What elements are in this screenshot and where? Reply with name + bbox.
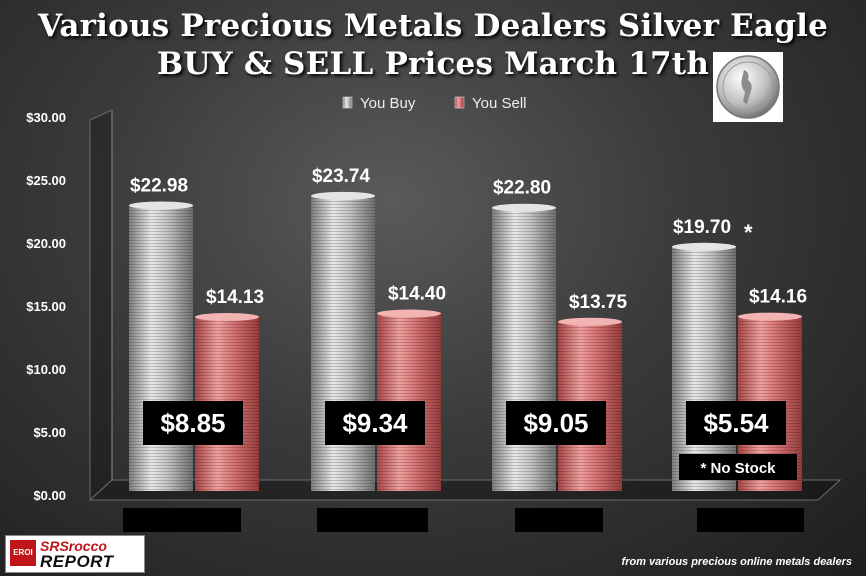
bar-top-cap xyxy=(195,312,259,321)
spread-value: $8.85 xyxy=(160,408,225,438)
chart-title-line2: BUY & SELL Prices March 17th xyxy=(156,46,710,82)
bar-top-cap xyxy=(672,242,736,251)
spread-box xyxy=(143,401,243,445)
silver-eagle-coin-icon xyxy=(713,52,783,122)
data-label: $14.16 xyxy=(749,287,807,308)
y-tick-label: $20.00 xyxy=(26,236,66,251)
value-labels-group: $22.98 $14.13 $23.74 $14.40 $22.80 $13.75 $19.… xyxy=(130,166,807,313)
bar-top-cap xyxy=(377,309,441,318)
bar-texture xyxy=(492,207,556,491)
y-tick-label: $15.00 xyxy=(26,299,66,314)
y-tick-label: $30.00 xyxy=(26,110,66,125)
spread-value: $9.34 xyxy=(342,408,408,438)
legend-label-sell: You Sell xyxy=(472,95,527,112)
bar-top-cap xyxy=(492,203,556,212)
logo-line2: REPORT xyxy=(40,552,114,571)
legend: You Buy You Sell xyxy=(342,95,527,112)
y-tick-label: $25.00 xyxy=(26,173,66,188)
no-stock-note: * No Stock xyxy=(679,454,797,480)
no-stock-text: * No Stock xyxy=(700,460,776,477)
legend-swatch-sell xyxy=(454,96,465,109)
source-note: from various precious online metals deal… xyxy=(621,556,852,568)
spread-box xyxy=(686,401,786,445)
bar-top-cap xyxy=(129,201,193,210)
srsrocco-report-logo: EROI SRSrocco REPORT xyxy=(5,535,145,573)
plot-frame xyxy=(88,109,842,502)
data-label: $14.40 xyxy=(388,284,446,305)
category-label-box xyxy=(697,508,804,532)
bar-texture xyxy=(311,195,375,491)
data-label: $23.74 xyxy=(312,166,371,187)
y-tick-label: $10.00 xyxy=(26,362,66,377)
bar-top-cap xyxy=(311,191,375,200)
chart-title-line1: Various Precious Metals Dealers Silver E… xyxy=(37,8,829,44)
category-label-box xyxy=(515,508,603,532)
spread-boxes-group: $8.85 $9.34 $9.05 $5.54 xyxy=(143,401,786,445)
bar-texture xyxy=(129,205,193,491)
spread-box xyxy=(325,401,425,445)
asterisk-mark: * xyxy=(744,220,753,245)
spread-value: $5.54 xyxy=(703,408,769,438)
bar-top-cap xyxy=(558,317,622,326)
bar-texture xyxy=(672,246,736,491)
legend-label-buy: You Buy xyxy=(360,95,416,112)
data-label: $22.80 xyxy=(493,178,551,199)
category-label-boxes xyxy=(123,508,804,532)
y-tick-label: $5.00 xyxy=(33,425,66,440)
data-label: $13.75 xyxy=(569,292,628,313)
spread-value: $9.05 xyxy=(523,408,588,438)
bar-top-cap xyxy=(738,312,802,321)
legend-swatch-buy xyxy=(342,96,353,109)
category-label-box xyxy=(123,508,241,532)
logo-badge: EROI xyxy=(10,540,36,566)
data-label: $14.13 xyxy=(206,287,264,308)
y-axis: $0.00 $5.00 $10.00 $15.00 $20.00 $25.00 $30.00 xyxy=(26,110,66,503)
logo-line1: SRSrocco xyxy=(40,538,107,554)
y-tick-label: $0.00 xyxy=(33,488,66,503)
data-label: $19.70 xyxy=(673,217,731,238)
spread-box xyxy=(506,401,606,445)
category-label-box xyxy=(317,508,428,532)
data-label: $22.98 xyxy=(130,175,188,196)
